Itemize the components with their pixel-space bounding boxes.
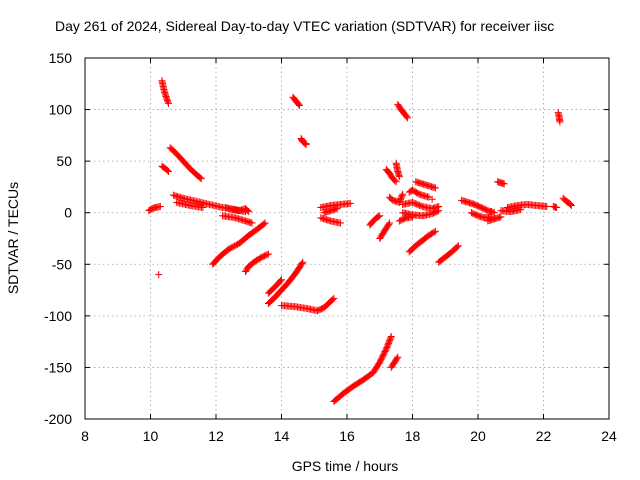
data-point: [261, 219, 269, 227]
x-tick-label: 24: [601, 428, 617, 444]
data-point: [433, 207, 441, 215]
x-tick-label: 22: [536, 428, 552, 444]
y-tick-label: 50: [56, 153, 72, 169]
data-point: [431, 184, 439, 192]
data-point: [330, 294, 338, 302]
data-point: [454, 242, 462, 250]
data-points: [145, 77, 575, 405]
y-axis-label: SDTVAR / TECUs: [5, 182, 21, 294]
x-tick-label: 8: [81, 428, 89, 444]
y-tick-label: -150: [44, 359, 72, 375]
data-point: [393, 354, 401, 362]
data-point: [490, 209, 498, 217]
x-tick-label: 18: [405, 428, 421, 444]
chart-title: Day 261 of 2024, Sidereal Day-to-day VTE…: [55, 18, 554, 34]
data-point: [553, 204, 561, 212]
y-tick-label: -50: [52, 256, 72, 272]
data-point: [165, 167, 173, 175]
data-point: [517, 206, 525, 214]
data-point: [398, 192, 406, 200]
data-point: [302, 140, 310, 148]
data-point: [567, 200, 575, 208]
data-point: [435, 207, 443, 215]
data-point: [487, 208, 495, 216]
data-point: [394, 353, 402, 361]
x-axis-label: GPS time / hours: [292, 458, 399, 474]
data-point: [295, 100, 303, 108]
data-point: [156, 203, 164, 211]
data-point: [333, 205, 341, 213]
data-point: [245, 208, 253, 216]
data-point: [431, 227, 439, 235]
data-point: [395, 173, 403, 181]
x-tick-label: 20: [470, 428, 486, 444]
x-tick-label: 10: [143, 428, 159, 444]
data-point: [453, 243, 461, 251]
data-point: [197, 175, 205, 183]
data-point: [244, 207, 252, 215]
data-point: [336, 219, 344, 227]
data-point: [430, 228, 438, 236]
data-point: [329, 295, 337, 303]
data-point: [263, 251, 271, 259]
data-point: [385, 220, 393, 228]
data-point: [391, 177, 399, 185]
ticks-layer: 8 10 12 14 16 18 20 22 24 -200 -150 -100 -50 0 50 100 15…: [44, 50, 617, 444]
data-point: [346, 199, 354, 207]
data-point: [404, 114, 412, 122]
data-point: [155, 271, 163, 279]
y-tick-label: 100: [49, 102, 73, 118]
data-point: [299, 258, 307, 266]
data-point: [164, 98, 172, 106]
data-point: [500, 180, 508, 188]
grid-layer: [85, 58, 609, 419]
data-point: [399, 190, 407, 198]
data-point: [386, 219, 394, 227]
data-point: [403, 113, 411, 121]
x-tick-label: 12: [208, 428, 224, 444]
data-point: [260, 220, 268, 228]
data-point: [163, 166, 171, 174]
data-point: [543, 203, 551, 211]
data-point: [428, 195, 436, 203]
data-point: [567, 201, 575, 209]
data-point: [556, 118, 564, 126]
data-point: [199, 204, 207, 212]
x-tick-label: 14: [274, 428, 290, 444]
y-tick-label: 0: [64, 205, 72, 221]
data-point: [278, 276, 285, 284]
data-point: [196, 174, 204, 182]
y-tick-label: -100: [44, 308, 72, 324]
data-point: [277, 277, 285, 285]
data-point: [248, 219, 256, 227]
data-point: [298, 260, 306, 268]
data-point: [392, 178, 400, 186]
data-point: [296, 101, 304, 109]
data-point: [497, 213, 505, 221]
y-tick-label: -200: [44, 411, 72, 427]
data-point: [387, 334, 395, 342]
y-tick-label: 150: [49, 50, 73, 66]
data-point: [264, 250, 272, 258]
data-point: [409, 213, 416, 221]
data-point: [375, 212, 383, 220]
x-tick-label: 16: [339, 428, 355, 444]
data-point: [376, 212, 384, 220]
data-point: [165, 99, 173, 107]
data-point: [387, 332, 395, 340]
